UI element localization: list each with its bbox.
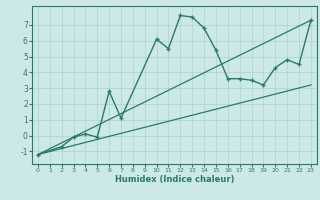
X-axis label: Humidex (Indice chaleur): Humidex (Indice chaleur)	[115, 175, 234, 184]
